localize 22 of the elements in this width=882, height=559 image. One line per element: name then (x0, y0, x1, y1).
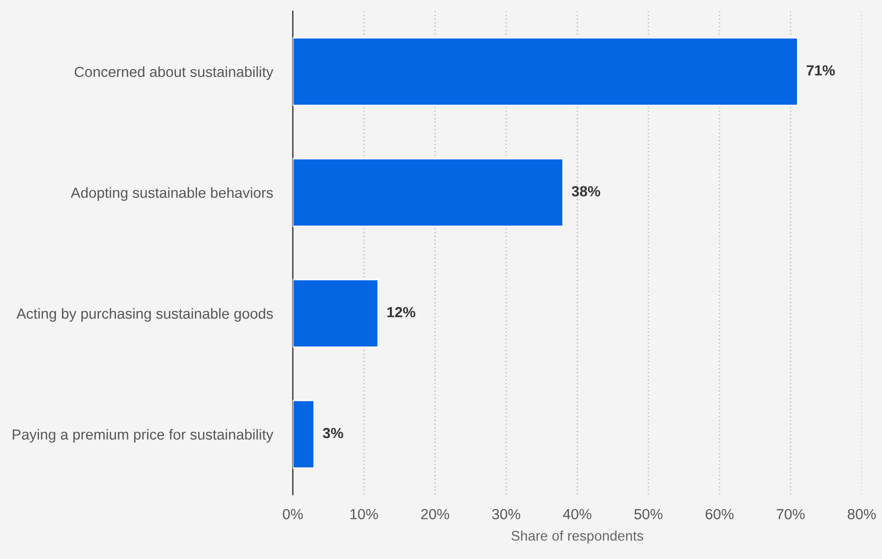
x-axis-title: Share of respondents (512, 530, 644, 544)
bar (292, 37, 798, 106)
bar (292, 158, 564, 228)
x-tick-label: 40% (563, 508, 592, 520)
data-label: 12% (387, 306, 416, 318)
x-tick-label: 50% (634, 508, 662, 520)
y-tick-label: Paying a premium price for sustainability (12, 428, 274, 443)
bar (292, 400, 315, 469)
y-tick-label: Acting by purchasing sustainable goods (16, 308, 273, 322)
y-tick-label: Concerned about sustainability (74, 66, 274, 80)
x-tick-label: 70% (776, 508, 805, 520)
x-tick-label: 60% (706, 508, 734, 520)
x-tick-label: 80% (848, 508, 876, 520)
x-tick-label: 10% (350, 508, 378, 520)
data-label: 3% (322, 428, 344, 438)
x-tick-label: 30% (492, 508, 520, 520)
data-label: 71% (806, 65, 835, 76)
bar (292, 278, 379, 348)
data-label: 38% (572, 186, 600, 196)
x-tick-label: 0% (282, 508, 303, 520)
y-tick-label: Adopting sustainable behaviors (70, 187, 273, 201)
x-tick-label: 20% (421, 508, 450, 520)
